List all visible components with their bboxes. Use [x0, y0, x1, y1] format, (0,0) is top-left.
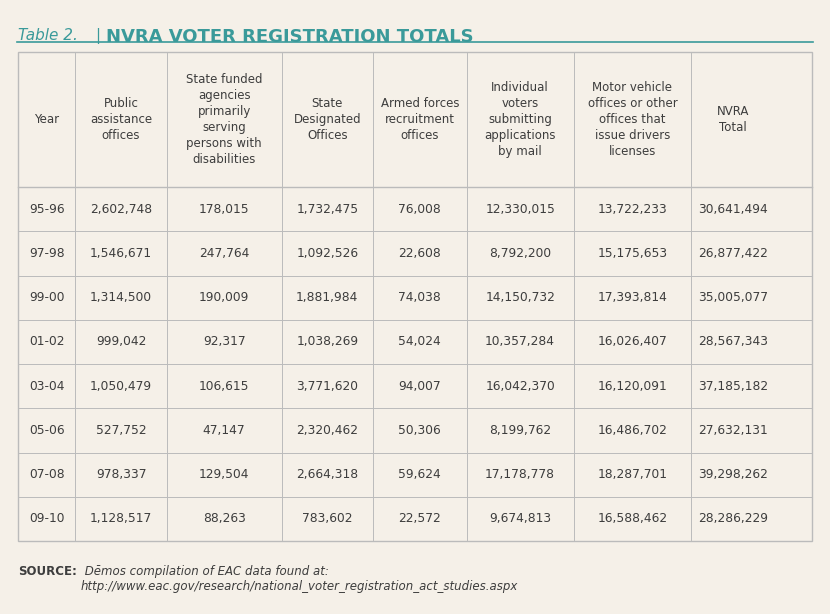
Text: 1,092,526: 1,092,526	[296, 247, 359, 260]
Text: 8,199,762: 8,199,762	[489, 424, 551, 437]
Text: 50,306: 50,306	[398, 424, 441, 437]
Text: 1,881,984: 1,881,984	[296, 291, 359, 305]
Text: 247,764: 247,764	[199, 247, 249, 260]
Text: 999,042: 999,042	[95, 335, 146, 349]
Text: |: |	[95, 28, 100, 44]
Text: 16,486,702: 16,486,702	[598, 424, 667, 437]
Text: 1,128,517: 1,128,517	[90, 512, 152, 526]
Text: SOURCE:: SOURCE:	[18, 565, 77, 578]
Text: 22,572: 22,572	[398, 512, 441, 526]
Text: 527,752: 527,752	[95, 424, 146, 437]
Text: NVRA VOTER REGISTRATION TOTALS: NVRA VOTER REGISTRATION TOTALS	[106, 28, 474, 45]
Text: 03-04: 03-04	[29, 379, 65, 393]
Text: 1,038,269: 1,038,269	[296, 335, 359, 349]
Text: 190,009: 190,009	[199, 291, 249, 305]
Text: 978,337: 978,337	[95, 468, 146, 481]
Text: 10,357,284: 10,357,284	[486, 335, 555, 349]
Text: 178,015: 178,015	[199, 203, 250, 216]
Text: 97-98: 97-98	[29, 247, 65, 260]
Bar	[18, 52, 812, 541]
Text: 07-08: 07-08	[29, 468, 65, 481]
Text: Year: Year	[34, 113, 60, 126]
Text: 92,317: 92,317	[203, 335, 246, 349]
Text: 22,608: 22,608	[398, 247, 441, 260]
Text: 16,588,462: 16,588,462	[598, 512, 667, 526]
Text: Motor vehicle
offices or other
offices that
issue drivers
licenses: Motor vehicle offices or other offices t…	[588, 81, 677, 158]
Text: 17,393,814: 17,393,814	[598, 291, 667, 305]
Text: 94,007: 94,007	[398, 379, 441, 393]
Text: Table 2.: Table 2.	[18, 28, 78, 42]
Text: 05-06: 05-06	[29, 424, 65, 437]
Text: 2,664,318: 2,664,318	[296, 468, 359, 481]
Text: 14,150,732: 14,150,732	[486, 291, 555, 305]
Text: State funded
agencies
primarily
serving
persons with
disabilities: State funded agencies primarily serving …	[186, 73, 262, 166]
Text: 2,602,748: 2,602,748	[90, 203, 152, 216]
Text: Public
assistance
offices: Public assistance offices	[90, 97, 152, 142]
Text: 28,286,229: 28,286,229	[698, 512, 768, 526]
Text: 1,732,475: 1,732,475	[296, 203, 359, 216]
Text: 9,674,813: 9,674,813	[489, 512, 551, 526]
Text: Armed forces
recruitment
offices: Armed forces recruitment offices	[380, 97, 459, 142]
Text: State
Designated
Offices: State Designated Offices	[294, 97, 361, 142]
Text: 30,641,494: 30,641,494	[698, 203, 768, 216]
Text: Individual
voters
submitting
applications
by mail: Individual voters submitting application…	[485, 81, 556, 158]
Text: Dēmos compilation of EAC data found at:
http://www.eac.gov/research/national_vot: Dēmos compilation of EAC data found at: …	[81, 565, 518, 594]
Text: 88,263: 88,263	[203, 512, 246, 526]
Text: 76,008: 76,008	[398, 203, 441, 216]
Text: 15,175,653: 15,175,653	[598, 247, 667, 260]
Text: 1,050,479: 1,050,479	[90, 379, 152, 393]
Text: 16,120,091: 16,120,091	[598, 379, 667, 393]
Text: 12,330,015: 12,330,015	[486, 203, 555, 216]
Text: 26,877,422: 26,877,422	[698, 247, 768, 260]
Text: NVRA
Total: NVRA Total	[716, 105, 749, 134]
Text: 106,615: 106,615	[199, 379, 250, 393]
Text: 37,185,182: 37,185,182	[698, 379, 768, 393]
Text: 27,632,131: 27,632,131	[698, 424, 768, 437]
Text: 16,042,370: 16,042,370	[486, 379, 555, 393]
Text: 1,314,500: 1,314,500	[90, 291, 152, 305]
Text: 8,792,200: 8,792,200	[489, 247, 551, 260]
Text: 39,298,262: 39,298,262	[698, 468, 768, 481]
Text: 09-10: 09-10	[29, 512, 65, 526]
Text: 3,771,620: 3,771,620	[296, 379, 359, 393]
Text: 13,722,233: 13,722,233	[598, 203, 667, 216]
Text: 129,504: 129,504	[199, 468, 250, 481]
Text: 01-02: 01-02	[29, 335, 65, 349]
Text: 16,026,407: 16,026,407	[598, 335, 667, 349]
Text: 17,178,778: 17,178,778	[486, 468, 555, 481]
Text: 35,005,077: 35,005,077	[698, 291, 768, 305]
Text: 99-00: 99-00	[29, 291, 65, 305]
Text: 74,038: 74,038	[398, 291, 441, 305]
Text: 28,567,343: 28,567,343	[698, 335, 768, 349]
Text: 95-96: 95-96	[29, 203, 65, 216]
Text: 2,320,462: 2,320,462	[296, 424, 359, 437]
Text: 47,147: 47,147	[203, 424, 246, 437]
Text: 783,602: 783,602	[302, 512, 353, 526]
Text: 18,287,701: 18,287,701	[598, 468, 667, 481]
Text: 59,624: 59,624	[398, 468, 441, 481]
Text: 54,024: 54,024	[398, 335, 441, 349]
Text: 1,546,671: 1,546,671	[90, 247, 152, 260]
